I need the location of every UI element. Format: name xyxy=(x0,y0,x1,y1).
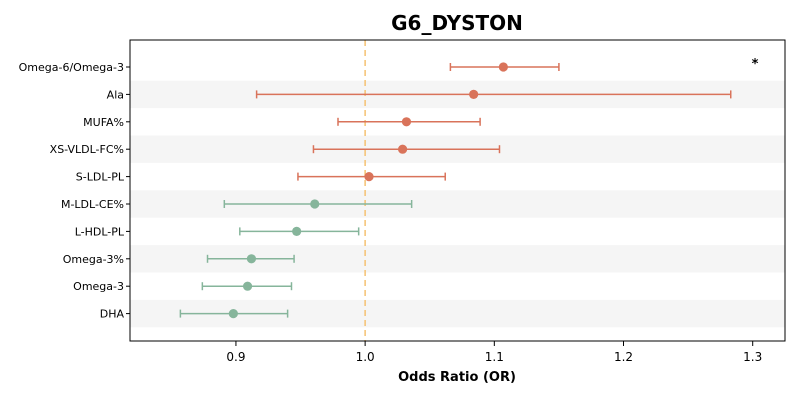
or-point xyxy=(498,62,508,72)
forest-row: XS-VLDL-FC% xyxy=(50,143,501,156)
x-tick-label: 1.2 xyxy=(614,350,633,364)
x-tick-label: 0.9 xyxy=(226,350,245,364)
or-point xyxy=(310,199,320,209)
forest-row: MUFA% xyxy=(83,116,481,129)
row-label: Omega-3% xyxy=(63,253,124,266)
plot-frame xyxy=(129,39,786,342)
or-point xyxy=(242,281,253,291)
row-label: MUFA% xyxy=(83,116,124,129)
x-tick-label: 1.0 xyxy=(356,350,375,364)
row-label: XS-VLDL-FC% xyxy=(50,143,124,156)
row-label: Omega-6/Omega-3 xyxy=(19,61,124,74)
forest-row: M-LDL-CE% xyxy=(61,198,413,211)
forest-row: Ala xyxy=(107,88,732,101)
or-point xyxy=(364,172,374,182)
or-point xyxy=(228,309,238,319)
forest-row: Omega-3 xyxy=(73,280,293,293)
or-point xyxy=(292,226,302,236)
forest-row: DHA xyxy=(100,308,289,321)
forest-row: Omega-6/Omega-3 xyxy=(19,61,560,74)
or-point xyxy=(469,89,479,99)
or-point xyxy=(397,144,408,154)
forest-rows: Omega-6/Omega-3 Ala MUFA% XS-VLDL-FC% S-LDL-… xyxy=(19,61,732,321)
row-label: L-HDL-PL xyxy=(75,225,125,238)
row-label: Ala xyxy=(107,88,124,101)
row-label: S-LDL-PL xyxy=(76,171,125,184)
significance-marker: * xyxy=(752,57,759,72)
forest-row: S-LDL-PL xyxy=(76,171,446,184)
annotations: * xyxy=(752,57,759,72)
or-point xyxy=(401,117,412,127)
row-label: DHA xyxy=(100,308,125,321)
row-label: M-LDL-CE% xyxy=(61,198,124,211)
x-tick-label: 1.3 xyxy=(743,350,762,364)
chart-title: G6_DYSTON xyxy=(391,11,523,35)
or-point xyxy=(246,254,257,264)
row-label: Omega-3 xyxy=(73,280,124,293)
forest-row: Omega-3% xyxy=(63,253,295,266)
x-axis-label: Odds Ratio (OR) xyxy=(398,370,516,385)
forest-row: L-HDL-PL xyxy=(75,225,360,238)
x-axis: 0.9 1.0 1.1 1.2 1.3 xyxy=(226,341,762,364)
x-tick-label: 1.1 xyxy=(485,350,504,364)
